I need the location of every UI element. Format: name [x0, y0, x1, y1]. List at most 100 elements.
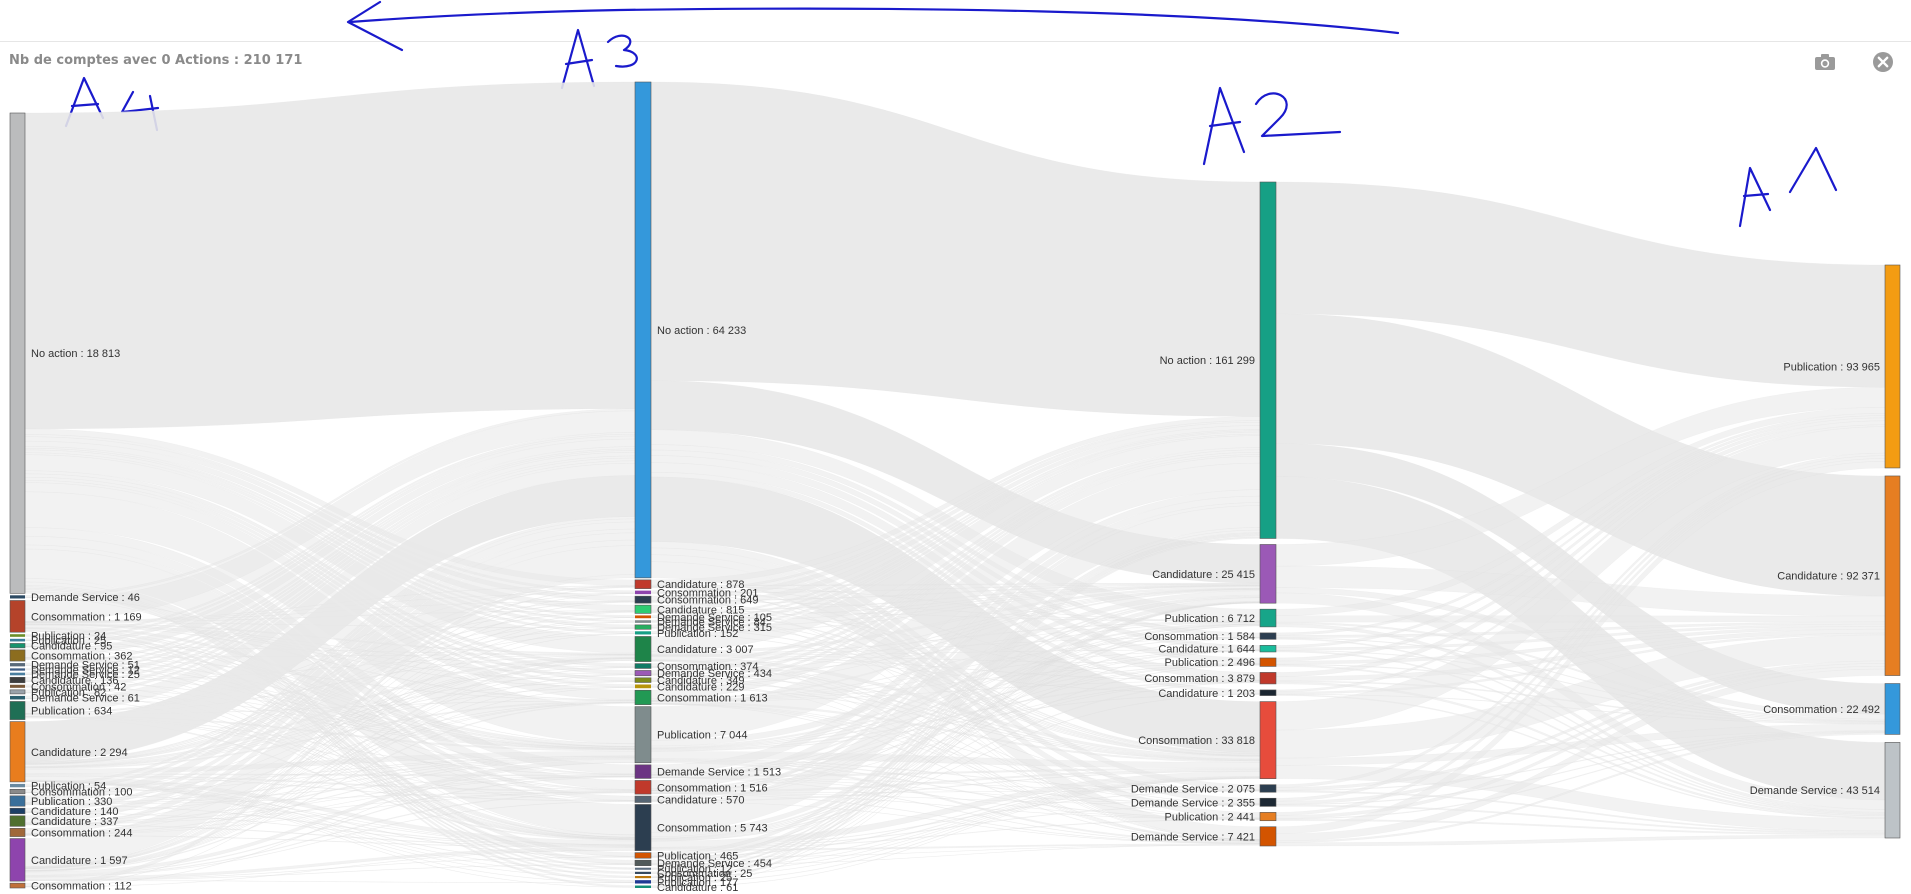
sankey-node-publication[interactable]	[635, 631, 651, 635]
sankey-node-candidature[interactable]	[634, 579, 652, 589]
sankey-node-demande-service[interactable]	[634, 670, 652, 677]
sankey-node-demande-service[interactable]	[635, 620, 651, 623]
sankey-node-candidature[interactable]	[9, 807, 26, 815]
sankey-node-candidature[interactable]	[9, 677, 26, 684]
sankey-node-demande-service[interactable]	[1884, 742, 1901, 839]
sankey-node-consommation[interactable]	[634, 595, 652, 604]
sankey-node-publication[interactable]	[635, 875, 651, 879]
sankey-node-label: Candidature : 570	[657, 794, 744, 806]
sankey-node-candidature[interactable]	[1884, 475, 1901, 676]
sankey-node-demande-service[interactable]	[634, 859, 652, 866]
sankey-node-label: Publication : 177	[657, 877, 738, 889]
sankey-node-candidature[interactable]	[634, 604, 652, 614]
sankey-node-label: Demande Service : 46	[31, 592, 140, 604]
sankey-node-no-action[interactable]	[634, 81, 652, 579]
sankey-node-candidature[interactable]	[1259, 544, 1277, 604]
sankey-node-publication[interactable]	[634, 852, 652, 859]
sankey-node-candidature[interactable]	[1259, 645, 1277, 653]
sankey-node-consommation[interactable]	[1259, 632, 1277, 640]
sankey-node-demande-service[interactable]	[10, 672, 25, 676]
sankey-node-consommation[interactable]	[634, 780, 652, 795]
top-divider	[0, 41, 1911, 42]
sankey-node-label: Publication : 25	[31, 635, 106, 647]
sankey-node-consommation[interactable]	[10, 684, 25, 688]
sankey-node-label: Candidature : 1 644	[1158, 644, 1255, 656]
sankey-node-consommation[interactable]	[634, 663, 652, 669]
sankey-node-label: Consommation : 362	[31, 650, 133, 662]
sankey-node-publication[interactable]	[10, 638, 25, 642]
sankey-node-consommation[interactable]	[9, 788, 26, 795]
sankey-node-candidature[interactable]	[9, 838, 26, 882]
sankey-node-label: Consommation : 201	[657, 587, 759, 599]
sankey-node-candidature[interactable]	[9, 815, 26, 827]
sankey-node-label: Demande Service : 7 421	[1131, 831, 1255, 843]
sankey-node-demande-service[interactable]	[634, 624, 652, 630]
sankey-node-consommation[interactable]	[635, 871, 651, 874]
sankey-node-candidature[interactable]	[635, 684, 651, 689]
sankey-node-label: Candidature : 61	[657, 882, 738, 894]
direction-arrow-head	[346, 0, 404, 52]
sankey-node-consommation[interactable]	[635, 590, 651, 595]
sankey-node-label: Demande Service : 105	[657, 612, 772, 624]
sankey-node-label: Demande Service : 454	[657, 858, 772, 870]
sankey-node-publication[interactable]	[1259, 812, 1277, 822]
sankey-node-publication[interactable]	[9, 795, 26, 807]
sankey-node-label: Candidature : 92 371	[1777, 571, 1880, 583]
sankey-node-consommation[interactable]	[634, 804, 652, 851]
sankey-node-candidature[interactable]	[634, 636, 652, 662]
sankey-node-demande-service[interactable]	[635, 615, 651, 619]
sankey-node-candidature[interactable]	[634, 795, 652, 803]
sankey-node-consommation[interactable]	[9, 649, 26, 662]
sankey-node-label: Consommation : 112	[31, 881, 132, 893]
sankey-node-publication[interactable]	[10, 634, 25, 637]
sankey-node-label: Consommation : 1 169	[31, 611, 142, 623]
sankey-node-candidature[interactable]	[9, 721, 26, 783]
sankey-node-consommation[interactable]	[1259, 701, 1277, 779]
sankey-node-label: Publication : 25	[657, 872, 732, 884]
sankey-node-label: Consommation : 374	[657, 661, 759, 673]
sankey-node-label: Consommation : 33 818	[1138, 735, 1255, 747]
sankey-node-consommation[interactable]	[1259, 672, 1277, 685]
sankey-node-label: Candidature : 878	[657, 579, 744, 591]
sankey-node-publication[interactable]	[1259, 608, 1277, 628]
snapshot-button[interactable]	[1814, 51, 1836, 73]
sankey-node-publication[interactable]	[1259, 657, 1277, 667]
sankey-node-publication[interactable]	[10, 783, 25, 788]
camera-icon	[1815, 54, 1835, 70]
sankey-node-candidature[interactable]	[635, 885, 651, 888]
sankey-node-consommation[interactable]	[634, 689, 652, 705]
sankey-node-no-action[interactable]	[1259, 181, 1277, 539]
sankey-node-consommation[interactable]	[9, 882, 26, 889]
sankey-node-demande-service[interactable]	[634, 764, 652, 779]
sankey-node-label: Consommation : 1 516	[657, 782, 768, 794]
sankey-node-demande-service[interactable]	[10, 668, 25, 671]
sankey-node-publication[interactable]	[9, 689, 26, 695]
sankey-node-label: Publication : 465	[657, 850, 738, 862]
sankey-node-consommation[interactable]	[9, 600, 26, 633]
sankey-node-demande-service[interactable]	[1259, 826, 1277, 847]
sankey-node-no-action[interactable]	[9, 112, 26, 594]
sankey-node-publication[interactable]	[635, 867, 651, 870]
sankey-node-label: Publication : 2 496	[1164, 657, 1255, 669]
sankey-node-label: Demande Service : 61	[31, 693, 140, 705]
sankey-node-demande-service[interactable]	[10, 595, 25, 599]
sankey-node-publication[interactable]	[9, 701, 26, 720]
sankey-link	[24, 81, 636, 430]
sankey-node-demande-service[interactable]	[1259, 797, 1277, 807]
sankey-node-candidature[interactable]	[1259, 689, 1277, 696]
sankey-node-label: Demande Service : 434	[657, 668, 772, 680]
close-button[interactable]	[1872, 51, 1894, 73]
sankey-node-candidature[interactable]	[634, 677, 652, 683]
sankey-node-demande-service[interactable]	[1259, 784, 1277, 793]
sankey-node-demande-service[interactable]	[10, 663, 25, 667]
sankey-node-label: Demande Service : 51	[31, 660, 140, 672]
sankey-node-consommation[interactable]	[9, 828, 26, 837]
sankey-node-demande-service[interactable]	[10, 695, 25, 700]
sankey-node-publication[interactable]	[634, 706, 652, 764]
sankey-node-publication[interactable]	[1884, 264, 1901, 469]
sankey-node-label: Candidature : 815	[657, 604, 744, 616]
sankey-node-publication[interactable]	[635, 880, 651, 884]
sankey-node-candidature[interactable]	[9, 643, 26, 649]
sankey-node-consommation[interactable]	[1884, 683, 1901, 735]
